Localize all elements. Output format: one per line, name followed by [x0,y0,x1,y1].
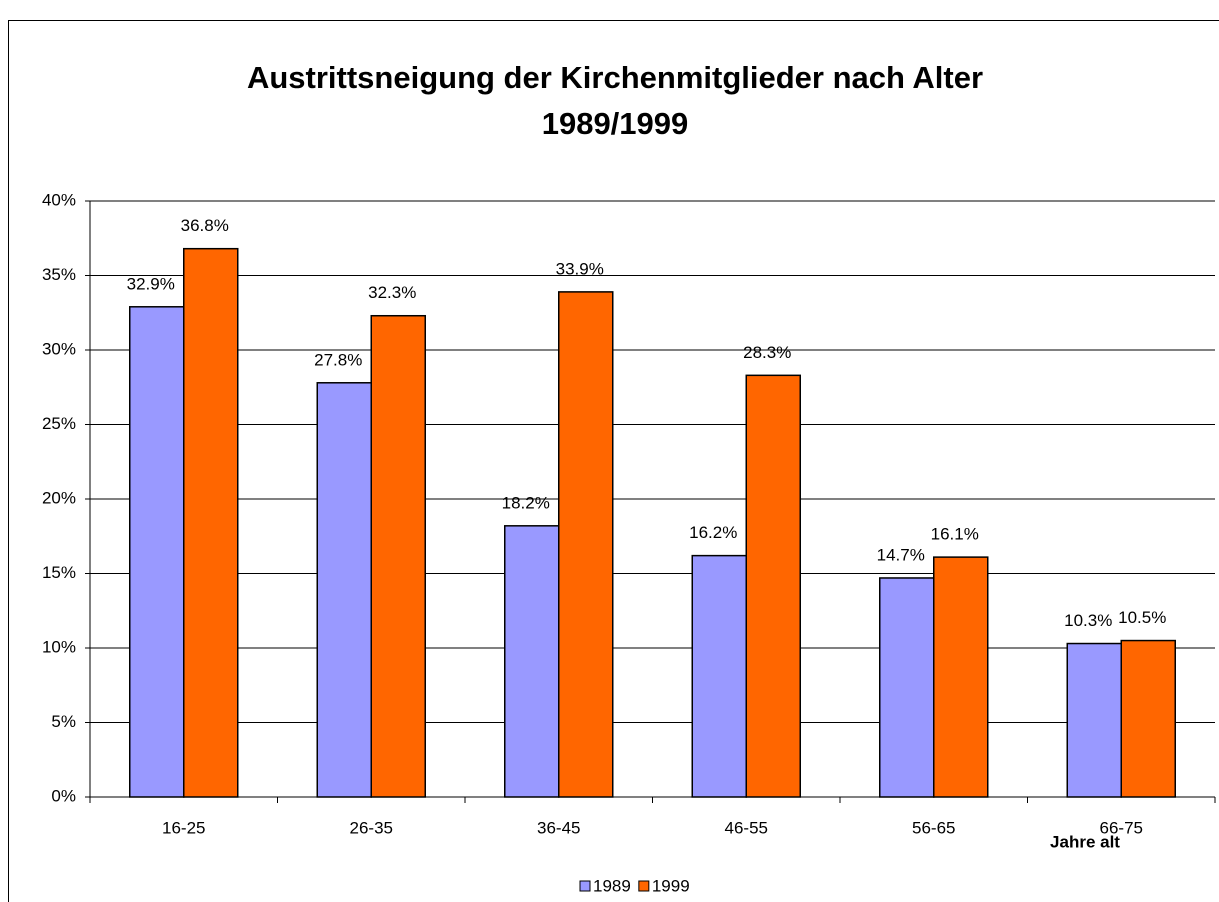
data-label: 33.9% [556,259,604,278]
y-tick-label: 0% [51,786,76,805]
bar [745,374,801,798]
bar [370,314,426,798]
data-label: 10.3% [1064,611,1112,630]
data-label: 32.3% [368,283,416,302]
bar [183,247,239,798]
data-label: 32.9% [127,274,175,293]
x-tick-label: 36-45 [537,818,580,837]
data-label: 16.2% [689,523,737,542]
y-tick-label: 40% [42,190,76,209]
y-tick-label: 5% [51,712,76,731]
x-tick-label: 66-75 [1100,818,1143,837]
legend-label: 1999 [652,876,690,895]
y-tick-label: 20% [42,488,76,507]
data-label: 28.3% [743,343,791,362]
y-tick-label: 25% [42,414,76,433]
x-tick-label: 46-55 [725,818,768,837]
data-label: 36.8% [181,216,229,235]
bar [691,554,747,798]
x-axis-label: Jahre alt [1050,832,1120,851]
y-tick-label: 30% [42,339,76,358]
bar [129,306,185,798]
bar [879,577,935,798]
chart-title: 1989/1999 [542,106,689,141]
legend-swatch [638,880,650,892]
y-tick-label: 15% [42,563,76,582]
x-tick-label: 26-35 [350,818,393,837]
data-label: 10.5% [1118,608,1166,627]
y-tick-label: 10% [42,637,76,656]
bar [316,382,372,798]
bar [558,291,614,798]
data-label: 14.7% [877,545,925,564]
data-label: 27.8% [314,350,362,369]
bar [1120,639,1176,798]
x-tick-label: 16-25 [162,818,205,837]
data-label: 16.1% [931,525,979,544]
x-tick-label: 56-65 [912,818,955,837]
bar [1066,642,1122,798]
chart-title: Austrittsneigung der Kirchenmitglieder n… [247,60,983,95]
legend-label: 1989 [593,876,631,895]
bar [504,525,560,798]
data-label: 18.2% [502,493,550,512]
legend-swatch [579,880,591,892]
y-tick-label: 35% [42,265,76,284]
bar [933,556,989,798]
